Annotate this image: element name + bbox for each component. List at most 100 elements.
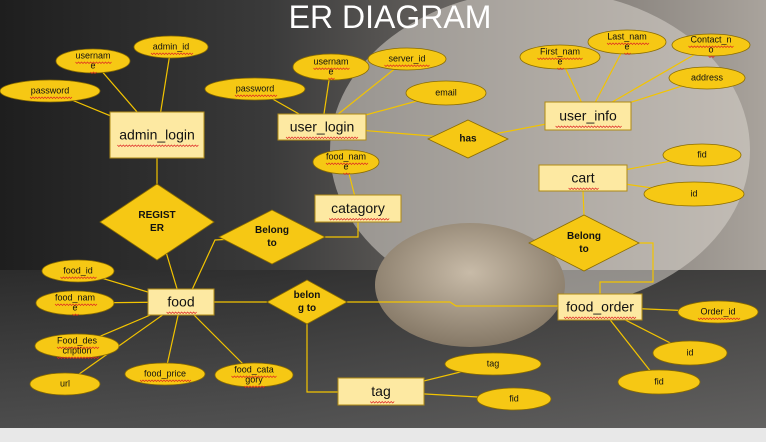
- label-line: fid: [697, 149, 707, 159]
- label-line: tag: [371, 383, 390, 399]
- relationship-diamond: [427, 119, 509, 159]
- attribute-ellipse: [652, 340, 728, 366]
- label-line: e: [557, 56, 562, 66]
- entity-cart[interactable]: cart: [538, 164, 628, 192]
- relationship-connector: [347, 301, 558, 307]
- attribute-ellipse: [643, 181, 745, 207]
- label-line: cart: [571, 170, 594, 186]
- attribute-food-price[interactable]: food_price: [124, 362, 206, 386]
- relationship-connector: [599, 242, 654, 294]
- label-line: Belong: [255, 225, 289, 236]
- label-line: Contact_n: [690, 34, 731, 44]
- attribute-ellipse: [367, 47, 447, 71]
- attribute-ellipse: [55, 48, 131, 74]
- attribute-tag-fid[interactable]: fid: [476, 387, 552, 411]
- attribute-ellipse: [662, 143, 742, 167]
- attribute-cart-fid[interactable]: fid: [662, 143, 742, 167]
- label-line: id: [690, 188, 697, 198]
- attribute-admin-id[interactable]: admin_id: [133, 35, 209, 59]
- relationship-connector: [306, 324, 338, 393]
- label-line: food: [167, 294, 194, 310]
- relationship-diamond: [266, 279, 348, 325]
- attribute-ellipse: [204, 77, 306, 101]
- entity-box: [538, 164, 628, 192]
- attribute-cart-id[interactable]: id: [643, 181, 745, 207]
- attribute-food-id[interactable]: food_id: [41, 259, 115, 283]
- relationship-connector: [582, 190, 585, 216]
- attribute-ul-server-id[interactable]: server_id: [367, 47, 447, 71]
- attribute-ui-address[interactable]: address: [668, 66, 746, 90]
- attribute-ellipse: [476, 387, 552, 411]
- label-line: First_nam: [540, 46, 580, 56]
- entity-box: [544, 101, 632, 131]
- label-line: e: [343, 161, 348, 171]
- diagram-shapes: admin_login user_login user_info catagory ca…: [0, 29, 759, 411]
- entity-food-order[interactable]: food_order: [557, 293, 643, 321]
- attribute-ellipse: [444, 352, 542, 376]
- entity-tag[interactable]: tag: [337, 377, 425, 406]
- entity-catagory[interactable]: catagory: [314, 194, 402, 223]
- label-line: food_id: [63, 265, 93, 275]
- relationship-belong-to-1[interactable]: Belong to: [218, 209, 326, 265]
- entity-box: [314, 194, 402, 223]
- entity-box: [337, 377, 425, 406]
- label-line: g to: [298, 303, 316, 314]
- label-line: ER: [150, 223, 165, 234]
- label-line: fid: [509, 393, 519, 403]
- label-line: e: [624, 41, 629, 51]
- attribute-tag-tag[interactable]: tag: [444, 352, 542, 376]
- entity-box: [147, 288, 215, 316]
- label-line: food_cata: [234, 364, 274, 374]
- entity-user-info[interactable]: user_info: [544, 101, 632, 131]
- label-line: Last_nam: [607, 31, 647, 41]
- label-line: belon: [294, 290, 321, 301]
- attribute-food-url[interactable]: url: [29, 372, 101, 396]
- attribute-fo-order-id[interactable]: Order_id: [677, 300, 759, 324]
- entity-user-login[interactable]: user_login: [277, 113, 367, 141]
- entity-food[interactable]: food: [147, 288, 215, 316]
- label-line: url: [60, 378, 70, 388]
- entity-box: [109, 111, 205, 159]
- relationship-has[interactable]: has: [427, 119, 509, 159]
- label-line: food_price: [144, 368, 186, 378]
- entity-admin-login[interactable]: admin_login: [109, 111, 205, 159]
- attribute-food-category[interactable]: food_catagory: [214, 362, 294, 388]
- attribute-ellipse: [587, 29, 667, 55]
- label-line: email: [435, 87, 457, 97]
- relationship-register[interactable]: REGIST ER: [99, 183, 215, 261]
- entity-box: [277, 113, 367, 141]
- attribute-ellipse: [133, 35, 209, 59]
- attribute-ellipse: [29, 372, 101, 396]
- attribute-ui-contact-no[interactable]: Contact_no: [671, 33, 751, 58]
- attribute-admin-password[interactable]: password: [0, 79, 101, 103]
- label-line: food_nam: [55, 292, 95, 302]
- relationship-belong-to-3[interactable]: Belong to: [528, 214, 640, 272]
- relationship-belong-to-2[interactable]: belon g to: [266, 279, 348, 325]
- label-line: password: [31, 85, 70, 95]
- relationship-connector: [325, 222, 359, 238]
- attribute-fo-id[interactable]: id: [652, 340, 728, 366]
- attribute-ellipse: [35, 290, 115, 316]
- label-line: usernam: [75, 50, 110, 60]
- label-line: Belong: [567, 231, 601, 242]
- label-line: food_nam: [326, 151, 366, 161]
- attribute-ellipse: [519, 44, 601, 70]
- label-line: to: [267, 238, 276, 249]
- attribute-fo-fid[interactable]: fid: [617, 369, 701, 395]
- label-line: to: [579, 244, 588, 255]
- label-line: admin_login: [119, 127, 195, 143]
- attribute-ellipse: [312, 149, 380, 175]
- label-line: has: [459, 134, 477, 145]
- attribute-ul-email[interactable]: email: [405, 80, 487, 106]
- attribute-ul-password[interactable]: password: [204, 77, 306, 101]
- label-line: o: [708, 44, 713, 54]
- attribute-ellipse: [405, 80, 487, 106]
